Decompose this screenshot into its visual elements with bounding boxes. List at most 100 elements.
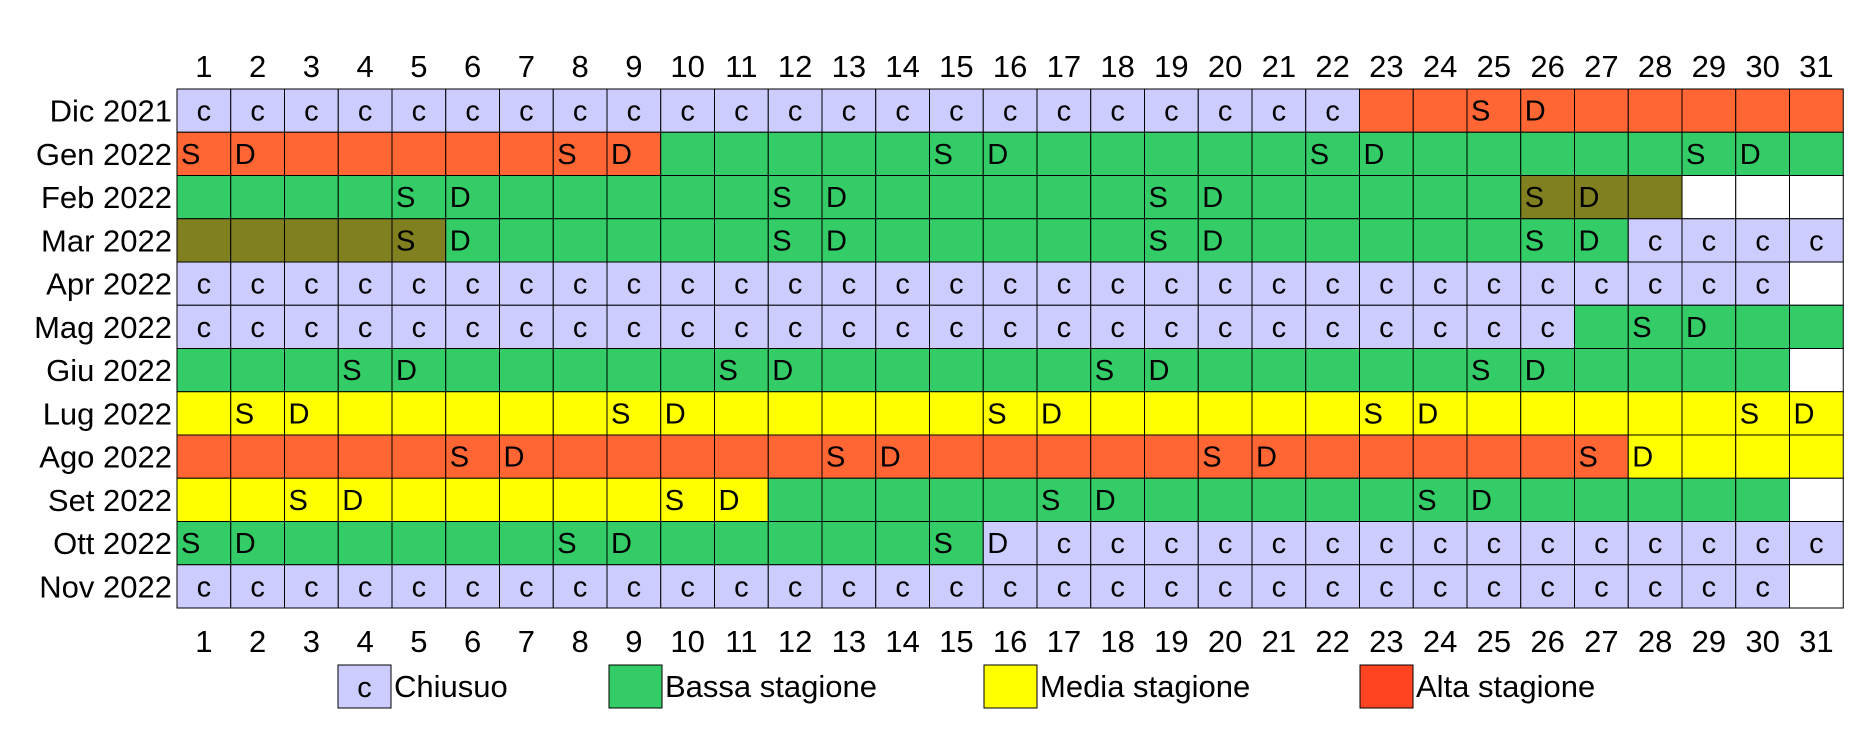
day-marker: c [1594, 269, 1609, 301]
day-cell [606, 564, 662, 609]
day-cell [1144, 521, 1199, 566]
day-marker: c [627, 571, 642, 603]
day-marker: c [1809, 225, 1824, 257]
day-marker: c [519, 312, 534, 344]
day-cell [714, 131, 769, 176]
day-cell [714, 477, 769, 522]
day-cell [982, 521, 1038, 566]
day-cell [875, 131, 930, 176]
day-marker: c [465, 312, 480, 344]
day-marker: c [465, 269, 480, 301]
day-marker: c [1272, 269, 1287, 301]
day-cell [499, 521, 554, 566]
day-marker: c [1218, 269, 1233, 301]
day-cell [1735, 434, 1790, 479]
day-tick-bottom: 11 [725, 624, 757, 659]
day-cell [714, 304, 769, 349]
day-cell [1036, 477, 1092, 522]
day-marker: c [1540, 528, 1555, 560]
day-marker: c [1648, 571, 1663, 603]
day-cell [982, 348, 1038, 393]
day-cell [1305, 391, 1360, 436]
month-labels: Dic 2021 Gen 2022 Feb 2022 Mar 2022 Apr 2022… [34, 94, 172, 605]
day-cell [284, 477, 339, 522]
day-cell [660, 564, 715, 609]
day-marker: S [342, 355, 361, 387]
day-cell [1735, 218, 1790, 263]
day-cell [1574, 521, 1629, 566]
day-cell [1789, 218, 1844, 263]
day-marker: D [719, 485, 740, 517]
day-cell [230, 477, 285, 522]
day-cell [230, 348, 285, 393]
day-marker: c [1110, 571, 1125, 603]
day-cell [1789, 477, 1844, 522]
day-cell [1036, 348, 1092, 393]
day-marker: S [1149, 225, 1168, 257]
day-cell [929, 564, 984, 609]
legend-label: Chiusuo [394, 669, 508, 704]
day-marker: D [987, 139, 1008, 171]
day-marker: c [358, 312, 373, 344]
day-marker: c [734, 571, 749, 603]
day-cell [1197, 477, 1253, 522]
day-marker: c [573, 571, 588, 603]
day-cell [1251, 261, 1307, 306]
day-tick-top: 5 [410, 49, 427, 84]
day-cell [1036, 88, 1092, 133]
month-label: Ago 2022 [39, 440, 172, 475]
day-cell [230, 521, 285, 566]
legend-swatch [337, 664, 392, 709]
day-marker: S [396, 182, 415, 214]
day-cell [1735, 348, 1790, 393]
day-cell [1251, 304, 1307, 349]
day-marker: D [235, 528, 256, 560]
day-cell [1359, 477, 1414, 522]
month-label: Apr 2022 [46, 267, 172, 302]
day-cell [284, 348, 339, 393]
day-cell [714, 391, 769, 436]
day-cell [1305, 348, 1360, 393]
day-cell [929, 348, 984, 393]
day-marker: c [1809, 528, 1824, 560]
day-cell [1197, 391, 1253, 436]
day-cell [391, 218, 447, 263]
day-marker: c [1003, 312, 1018, 344]
day-cell [1359, 218, 1414, 263]
day-marker: S [1310, 139, 1329, 171]
day-cell [499, 304, 554, 349]
day-cell [660, 521, 715, 566]
day-cell [1305, 434, 1360, 479]
day-marker: D [1256, 442, 1277, 474]
day-cell [1681, 348, 1737, 393]
day-marker: D [772, 355, 793, 387]
day-cell [875, 304, 930, 349]
day-tick-bottom: 18 [1100, 624, 1134, 659]
day-marker: c [1003, 96, 1018, 128]
day-cell [176, 564, 232, 609]
day-cell [1412, 175, 1468, 220]
day-marker: c [627, 312, 642, 344]
day-cell [821, 477, 877, 522]
month-label: Mar 2022 [41, 223, 172, 258]
day-marker: c [412, 571, 427, 603]
day-cell [821, 218, 877, 263]
day-cell [1036, 391, 1092, 436]
month-label: Mag 2022 [34, 310, 172, 345]
day-cell [982, 434, 1038, 479]
day-cell [1090, 261, 1145, 306]
day-marker: S [934, 139, 953, 171]
day-cell [1412, 434, 1468, 479]
day-cell [1574, 261, 1629, 306]
day-cell [875, 261, 930, 306]
day-marker: c [1110, 312, 1125, 344]
day-cell [929, 391, 984, 436]
day-tick-bottom: 17 [1047, 624, 1081, 659]
day-cell [1144, 391, 1199, 436]
day-cell [1681, 477, 1737, 522]
day-cell [552, 348, 608, 393]
day-cell [875, 348, 930, 393]
day-cell [1466, 175, 1522, 220]
day-cell [1036, 131, 1092, 176]
